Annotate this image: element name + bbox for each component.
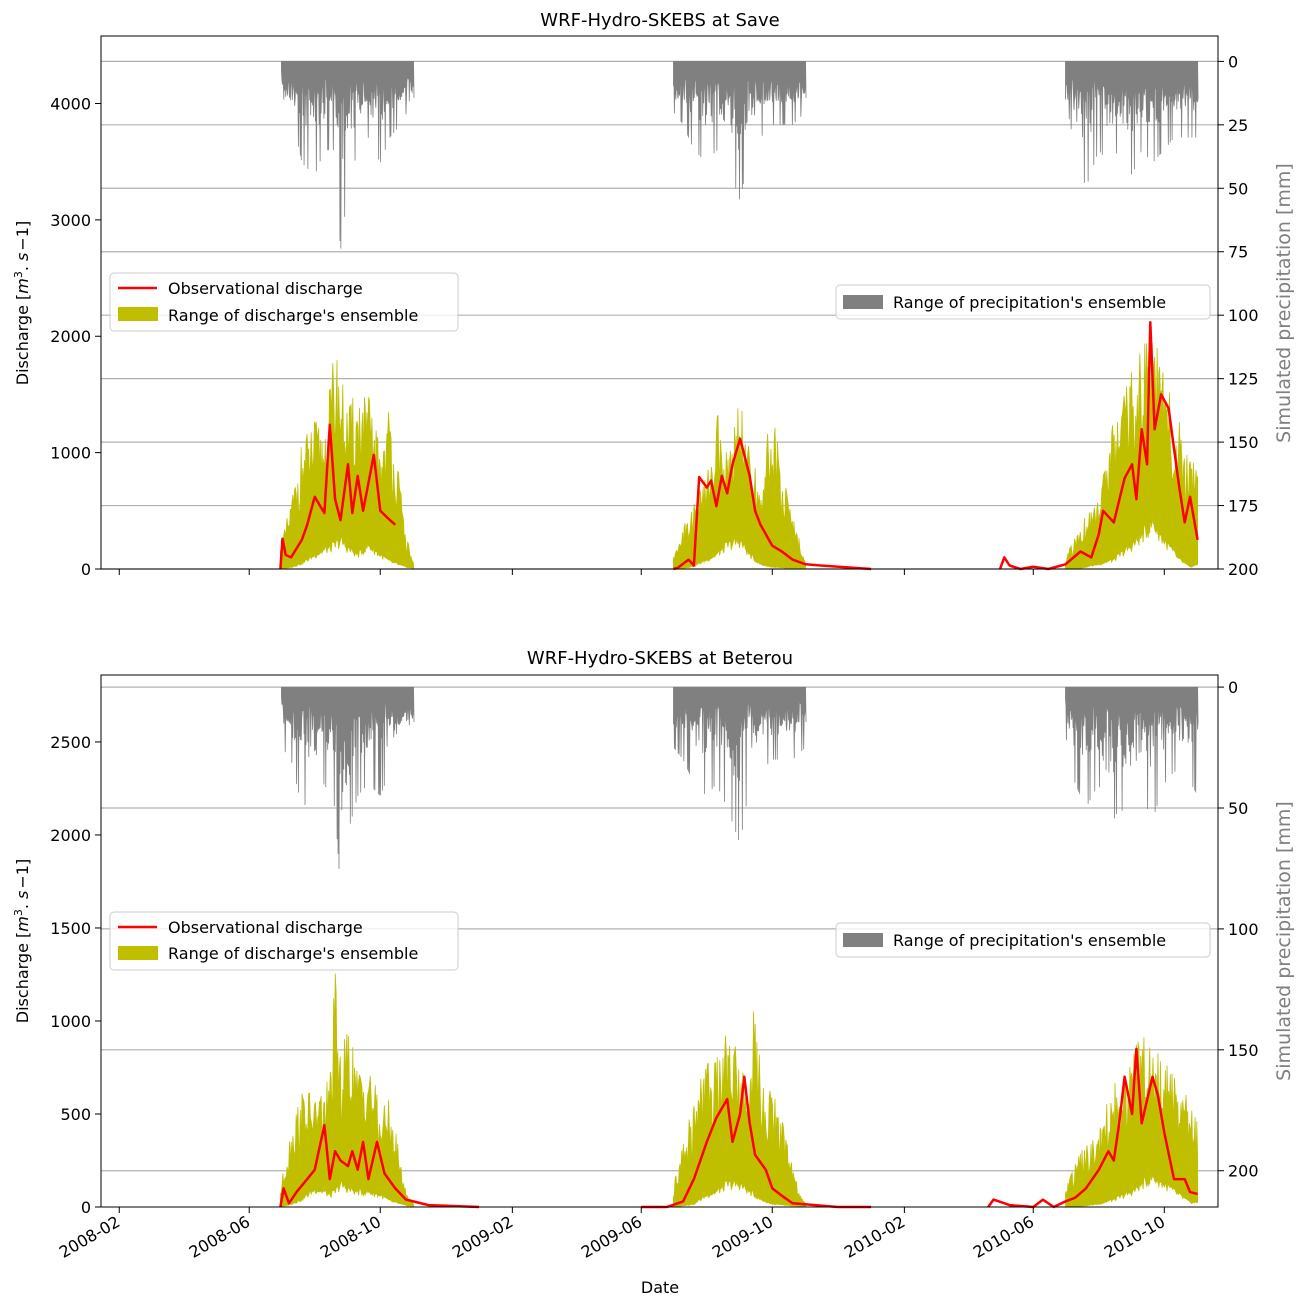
y2-tick-label: 25 bbox=[1228, 116, 1248, 135]
legend-marker-precipitation bbox=[843, 295, 883, 309]
legend-label-precipitation: Range of precipitation's ensemble bbox=[893, 293, 1166, 312]
y2-tick-label: 0 bbox=[1228, 52, 1238, 71]
y-axis-left: 0 500 1000 1500 2000 2500 bbox=[50, 733, 101, 1217]
y2-tick-label: 125 bbox=[1228, 370, 1259, 389]
observed-discharge-line bbox=[998, 321, 1199, 571]
discharge-ensemble-band bbox=[673, 1011, 806, 1208]
y2-tick-label: 50 bbox=[1228, 799, 1248, 818]
legend-left: Observational discharge Range of dischar… bbox=[109, 911, 459, 971]
y-tick-label: 500 bbox=[60, 1105, 91, 1124]
precipitation-band bbox=[673, 60, 807, 200]
precipitation-band bbox=[1065, 686, 1199, 819]
legend-box bbox=[109, 272, 459, 332]
y2-tick-label: 75 bbox=[1228, 243, 1248, 262]
precipitation-range bbox=[281, 60, 1199, 249]
legend-label-ensemble: Range of discharge's ensemble bbox=[168, 306, 418, 325]
y-axis-right: 0 50 100 150 200 bbox=[1218, 678, 1259, 1181]
x-tick-label: 2010-06 bbox=[970, 1212, 1037, 1262]
y-axis-left: 0 1000 2000 3000 4000 bbox=[50, 94, 101, 579]
x-tick-label: 2009-02 bbox=[449, 1212, 516, 1262]
panel-save: WRF-Hydro-SKEBS at Save 0100020003000400… bbox=[12, 10, 1295, 579]
x-tick-label: 2009-06 bbox=[578, 1212, 645, 1262]
x-tick-label: 2008-06 bbox=[186, 1212, 253, 1262]
precipitation-band bbox=[673, 686, 807, 841]
precipitation-band bbox=[281, 686, 415, 869]
legend-box bbox=[109, 911, 459, 971]
y2-axis-label: Simulated precipitation [mm] bbox=[1273, 801, 1295, 1081]
legend-label-precipitation: Range of precipitation's ensemble bbox=[893, 931, 1166, 950]
x-tick-label: 2008-02 bbox=[56, 1212, 123, 1262]
observed-discharge bbox=[279, 1047, 1198, 1209]
x-axis bbox=[118, 569, 1165, 575]
observed-discharge-line bbox=[279, 1123, 480, 1209]
legend-box bbox=[835, 284, 1211, 320]
y2-tick-label: 150 bbox=[1228, 1041, 1259, 1060]
legend-label-ensemble: Range of discharge's ensemble bbox=[168, 944, 418, 963]
precipitation-band bbox=[1065, 60, 1199, 183]
x-tick-label: 2010-10 bbox=[1101, 1212, 1168, 1262]
legend-label-observed: Observational discharge bbox=[168, 918, 363, 937]
y-tick-label: 1500 bbox=[50, 919, 91, 938]
observed-discharge-line bbox=[641, 1075, 872, 1209]
y2-tick-label: 200 bbox=[1228, 1162, 1259, 1181]
y2-axis-label: Simulated precipitation [mm] bbox=[1273, 163, 1295, 443]
y2-tick-label: 100 bbox=[1228, 306, 1259, 325]
y-tick-label: 1000 bbox=[50, 444, 91, 463]
legend-label-observed: Observational discharge bbox=[168, 279, 363, 298]
y2-tick-label: 200 bbox=[1228, 560, 1259, 579]
discharge-ensemble-band bbox=[1065, 342, 1198, 570]
x-tick-label: 2010-02 bbox=[841, 1212, 908, 1262]
y-tick-label: 2500 bbox=[50, 733, 91, 752]
y-tick-label: 1000 bbox=[50, 1012, 91, 1031]
y-tick-label: 2000 bbox=[50, 327, 91, 346]
observed-discharge-line bbox=[673, 437, 872, 571]
y2-tick-label: 100 bbox=[1228, 920, 1259, 939]
y-axis-label: Discharge [m3. s−1] bbox=[12, 859, 32, 1023]
legend-right: Range of precipitation's ensemble bbox=[835, 284, 1211, 320]
chart-title: WRF-Hydro-SKEBS at Beterou bbox=[527, 648, 793, 669]
x-tick-label: 2008-10 bbox=[317, 1212, 384, 1262]
plot-frame bbox=[100, 35, 1219, 570]
y2-tick-label: 175 bbox=[1228, 497, 1259, 516]
observed-discharge-line bbox=[987, 1047, 1198, 1209]
y2-tick-label: 0 bbox=[1228, 678, 1238, 697]
panel-beterou: WRF-Hydro-SKEBS at Beterou 0500100015002… bbox=[12, 648, 1295, 1297]
precipitation-band bbox=[281, 60, 415, 249]
legend-box bbox=[835, 922, 1211, 958]
observed-discharge bbox=[279, 321, 1199, 571]
y-tick-label: 2000 bbox=[50, 826, 91, 845]
discharge-range bbox=[279, 973, 1198, 1208]
legend-marker-ensemble bbox=[118, 307, 158, 321]
discharge-ensemble-band bbox=[1065, 1037, 1198, 1208]
discharge-ensemble-band bbox=[279, 973, 414, 1208]
y2-tick-label: 150 bbox=[1228, 433, 1259, 452]
legend-marker-ensemble bbox=[118, 946, 158, 960]
y-tick-label: 4000 bbox=[50, 94, 91, 113]
x-axis: 2008-02 2008-06 2008-10 2009-02 2009-06 2009-… bbox=[56, 1207, 1168, 1262]
y-axis-right: 0 25 50 75 100 125 150 175 200 bbox=[1218, 52, 1259, 579]
precipitation-range bbox=[281, 686, 1199, 869]
y-axis-label: Discharge [m3. s−1] bbox=[12, 221, 32, 385]
x-tick-label: 2009-10 bbox=[709, 1212, 776, 1262]
x-axis-label: Date bbox=[641, 1278, 679, 1297]
legend-right: Range of precipitation's ensemble bbox=[835, 922, 1211, 958]
legend-left: Observational discharge Range of dischar… bbox=[109, 272, 459, 332]
y-tick-label: 0 bbox=[81, 1198, 91, 1217]
chart-title: WRF-Hydro-SKEBS at Save bbox=[540, 10, 779, 31]
observed-discharge-line bbox=[279, 423, 397, 570]
y2-tick-label: 50 bbox=[1228, 179, 1248, 198]
legend-marker-precipitation bbox=[843, 933, 883, 947]
discharge-ensemble-band bbox=[673, 408, 806, 570]
y-tick-label: 3000 bbox=[50, 211, 91, 230]
plot-frame bbox=[100, 674, 1219, 1208]
discharge-range bbox=[279, 342, 1198, 570]
y-tick-label: 0 bbox=[81, 560, 91, 579]
